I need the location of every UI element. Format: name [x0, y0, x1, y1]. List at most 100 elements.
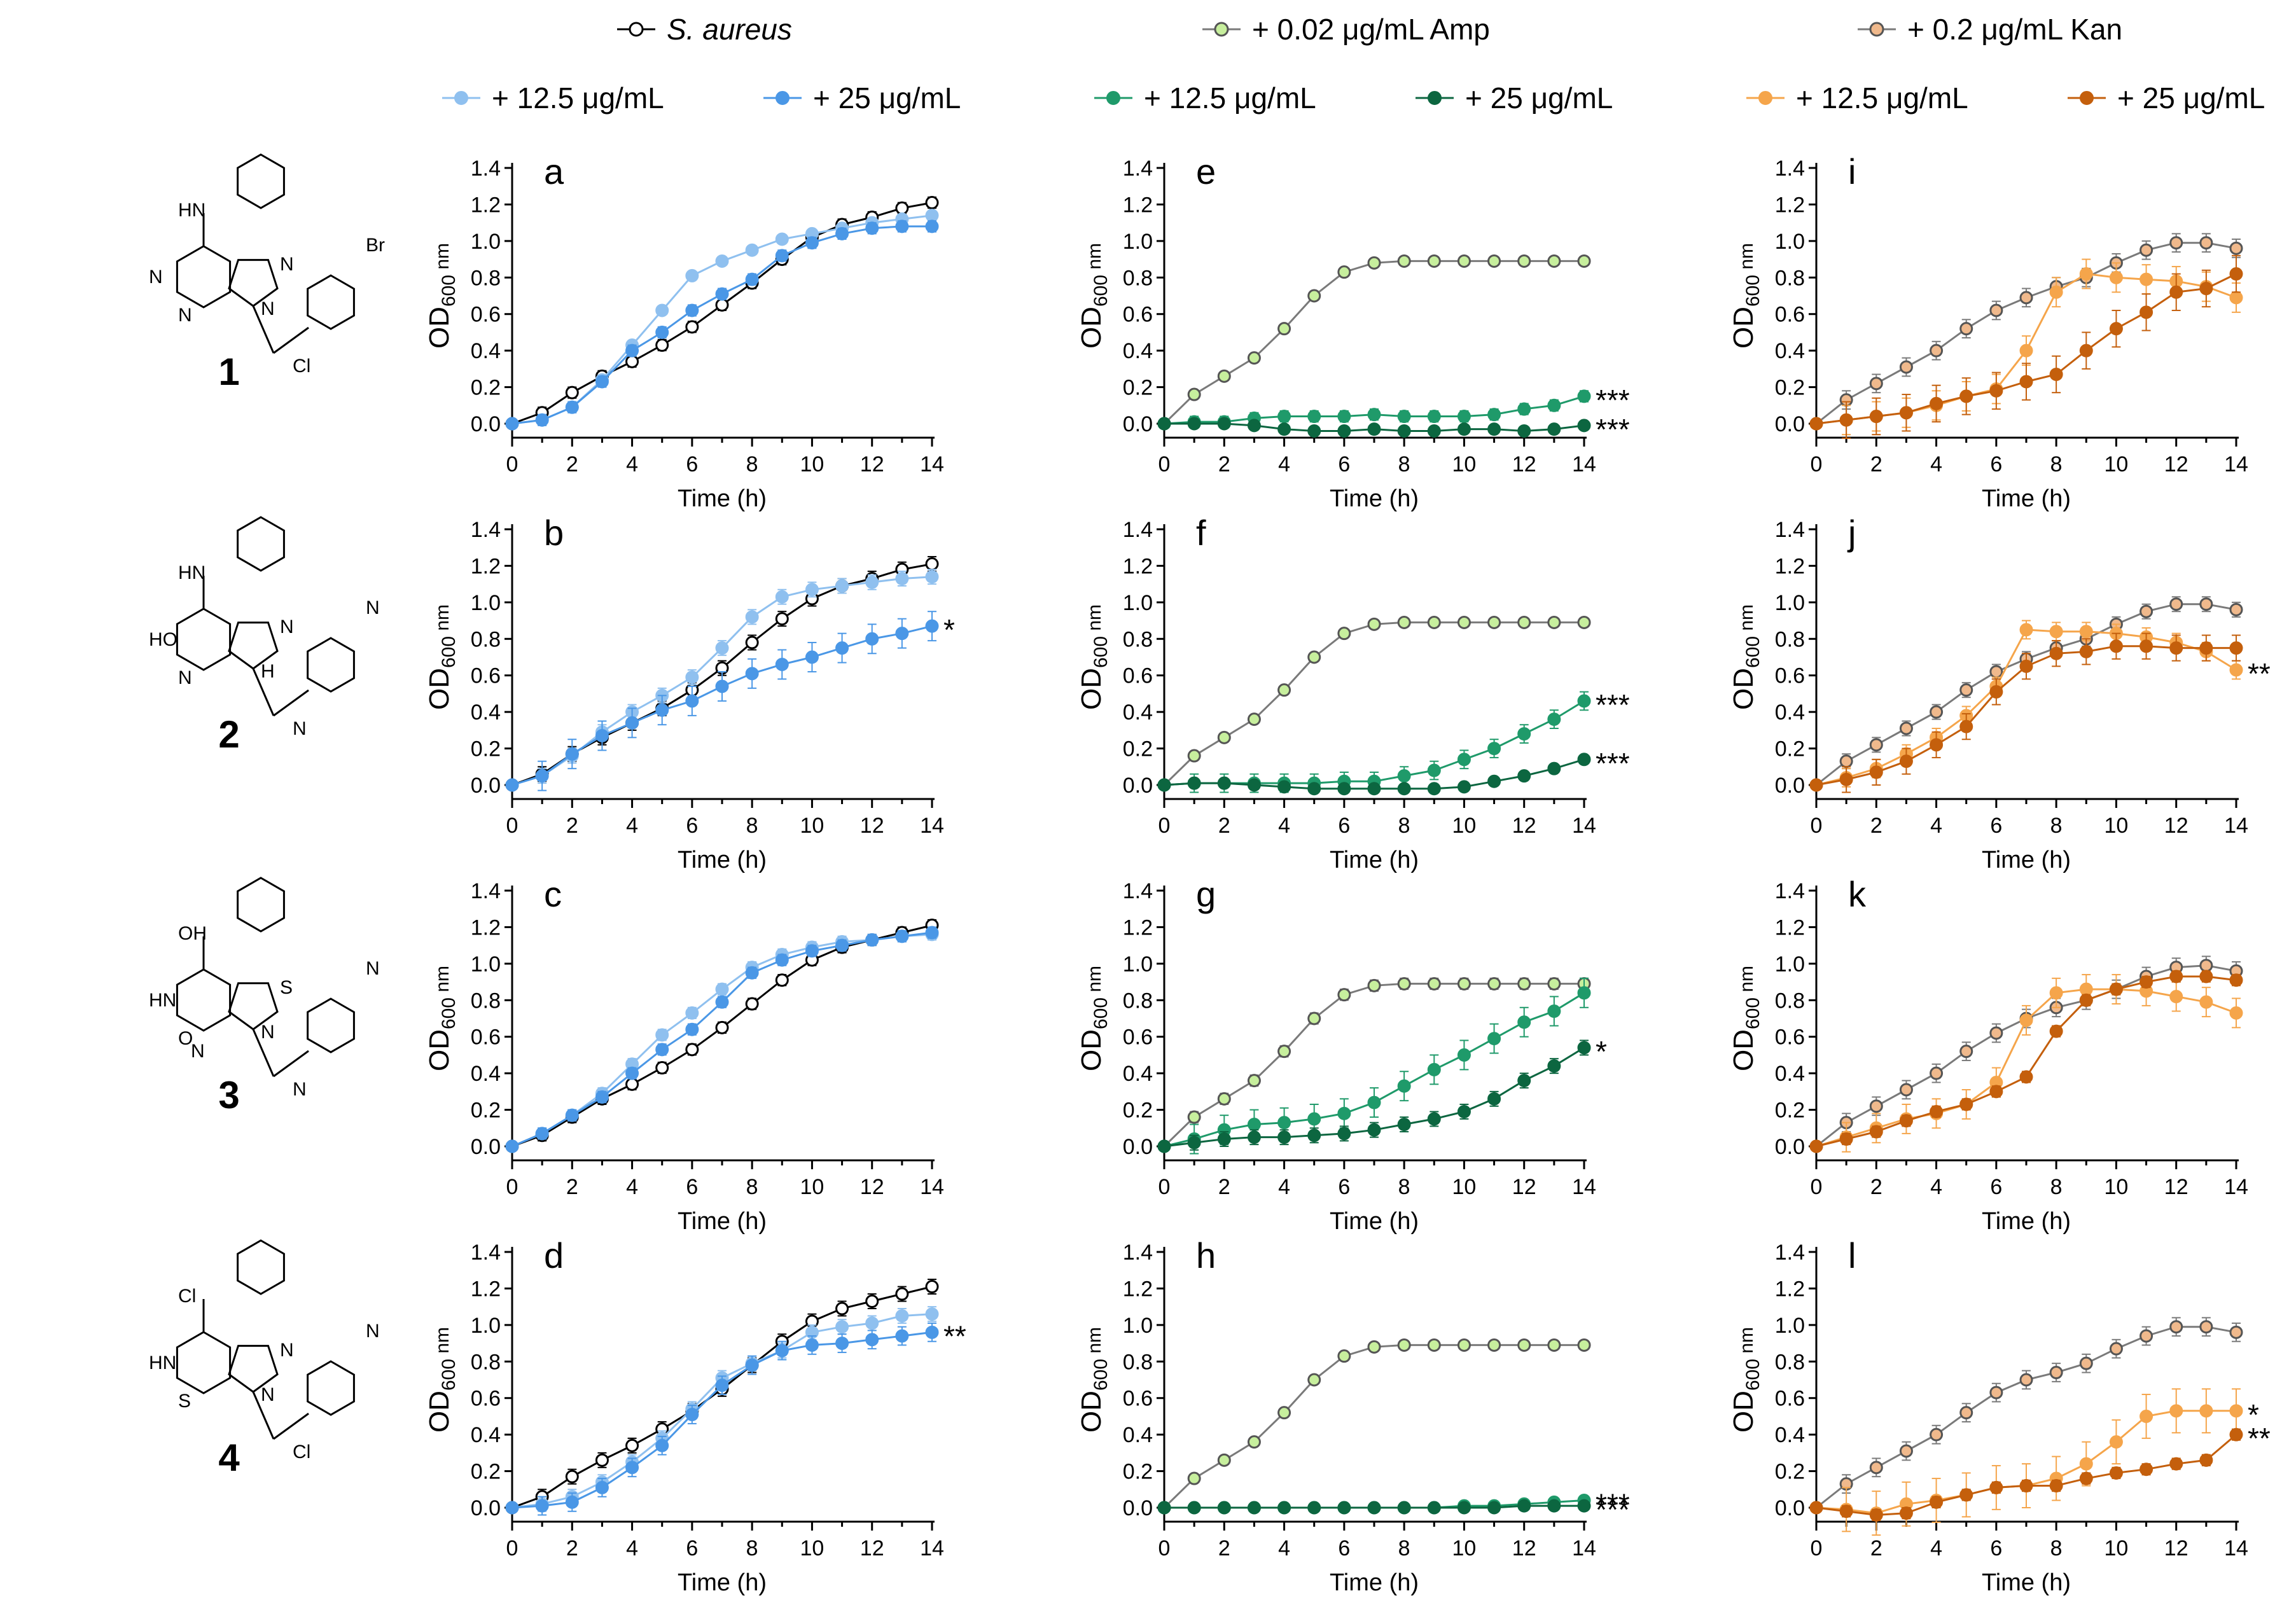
data-point	[2229, 267, 2243, 281]
panel-letter: i	[1848, 151, 1856, 191]
data-point	[1337, 410, 1351, 424]
significance-label: ***	[1596, 413, 1630, 446]
data-point	[1517, 424, 1531, 438]
pyrazole-ring	[228, 259, 279, 307]
data-point	[685, 1408, 699, 1422]
data-point	[1517, 1074, 1531, 1088]
data-point	[1989, 303, 2003, 317]
x-axis-label: Time (h)	[1982, 1569, 2071, 1596]
y-tick-label: 1.0	[1775, 230, 1805, 254]
data-point	[1959, 1045, 1973, 1059]
x-tick-label: 12	[860, 814, 884, 838]
data-point	[2019, 1479, 2033, 1493]
y-tick-label: 0.4	[1775, 1062, 1805, 1086]
data-point	[925, 926, 939, 940]
data-point	[1217, 1132, 1231, 1146]
data-point	[1457, 780, 1471, 794]
data-point	[1547, 712, 1561, 726]
x-tick-label: 0	[506, 814, 518, 838]
panel-letter: h	[1196, 1235, 1216, 1275]
data-point	[715, 982, 729, 996]
series-0	[1157, 615, 1591, 792]
legend-marker	[454, 91, 468, 105]
data-point	[895, 201, 909, 215]
data-point	[835, 641, 849, 655]
panel-g: 0.0 0.2 0.4 0.6 0.8 1.0 1.2 1.4 0 2 4 6 8 10 12 14 Time …	[1076, 874, 1607, 1235]
x-tick-label: 12	[860, 1536, 884, 1560]
data-point	[1959, 1488, 1973, 1502]
series-2	[1809, 969, 2243, 1153]
x-tick-label: 4	[1278, 452, 1290, 476]
data-point	[1247, 712, 1261, 726]
y-tick-label: 0.2	[1775, 1460, 1805, 1484]
y-tick-label: 0.0	[471, 774, 501, 798]
y-tick-label: 1.4	[1775, 156, 1805, 181]
x-tick-label: 4	[1278, 814, 1290, 838]
atom-label: OH	[178, 923, 207, 944]
bond	[273, 1412, 309, 1440]
x-tick-label: 8	[2050, 814, 2063, 838]
data-point	[1839, 413, 1853, 427]
data-point	[1457, 410, 1471, 424]
data-point	[1187, 749, 1201, 763]
data-point	[1869, 1099, 1883, 1113]
phenyl-ring	[237, 516, 285, 572]
data-point	[1307, 424, 1321, 438]
data-point	[1187, 387, 1201, 401]
data-point	[2229, 241, 2243, 255]
x-tick-label: 0	[1158, 814, 1171, 838]
compound-number: 4	[218, 1436, 240, 1479]
data-point	[2019, 344, 2033, 358]
data-point	[655, 1043, 669, 1057]
y-tick-label: 0.4	[471, 1423, 501, 1447]
y-tick-label: 0.8	[471, 627, 501, 651]
atom-label: HN	[149, 990, 176, 1011]
x-tick-label: 8	[1398, 1536, 1410, 1560]
data-point	[1989, 665, 2003, 679]
data-point	[685, 303, 699, 317]
data-point	[715, 641, 729, 655]
data-point	[865, 1333, 879, 1347]
bond	[252, 305, 275, 354]
data-point	[1187, 1471, 1201, 1485]
data-point	[2049, 367, 2063, 381]
pyrazole-ring	[228, 622, 279, 670]
x-tick-label: 2	[1218, 1536, 1230, 1560]
y-axis-label: OD600 nm	[1076, 1327, 1111, 1433]
x-tick-label: 2	[1218, 452, 1230, 476]
y-tick-label: 0.4	[1123, 1423, 1153, 1447]
data-point	[835, 226, 849, 240]
data-point	[2169, 597, 2183, 611]
data-point	[625, 354, 639, 368]
data-point	[1517, 402, 1531, 416]
y-tick-label: 0.4	[1775, 700, 1805, 725]
data-point	[1517, 615, 1531, 629]
data-point	[2199, 969, 2213, 983]
data-point	[625, 716, 639, 730]
x-tick-label: 12	[860, 1175, 884, 1199]
y-tick-label: 0.2	[471, 737, 501, 761]
data-point	[1427, 1338, 1441, 1352]
data-point	[805, 1338, 819, 1352]
x-tick-label: 10	[800, 814, 824, 838]
y-tick-label: 1.4	[1775, 518, 1805, 542]
y-axis-label: OD600 nm	[1728, 243, 1764, 349]
data-point	[2139, 272, 2153, 286]
legend-label: + 12.5 μg/mL	[492, 81, 664, 115]
data-point	[2199, 641, 2213, 655]
data-point	[1899, 1114, 1913, 1128]
data-point	[715, 1379, 729, 1393]
data-point	[1869, 410, 1883, 424]
data-point	[1547, 761, 1561, 775]
data-point	[1397, 1118, 1411, 1132]
data-point	[1397, 254, 1411, 268]
series-0	[1157, 976, 1591, 1153]
data-point	[1577, 986, 1591, 1000]
data-point	[2199, 1453, 2213, 1467]
significance-label: **	[2248, 657, 2271, 690]
data-point	[1367, 408, 1381, 422]
x-tick-label: 0	[1811, 1175, 1823, 1199]
x-tick-label: 4	[626, 452, 638, 476]
